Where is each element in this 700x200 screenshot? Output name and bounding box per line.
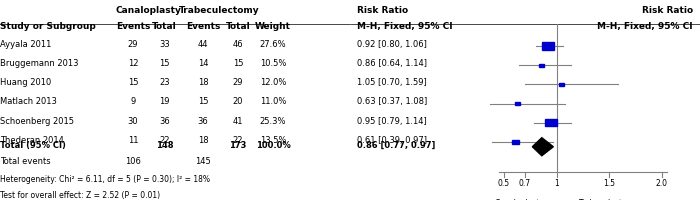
Text: 29: 29: [232, 78, 244, 87]
Text: Canaloplasty: Canaloplasty: [495, 198, 545, 200]
Text: Test for overall effect: Z = 2.52 (P = 0.01): Test for overall effect: Z = 2.52 (P = 0…: [0, 190, 160, 199]
Text: 36: 36: [159, 116, 170, 125]
Text: 19: 19: [160, 97, 169, 106]
Text: 27.6%: 27.6%: [260, 40, 286, 49]
Text: Study or Subgroup: Study or Subgroup: [0, 22, 96, 31]
Text: 15: 15: [127, 78, 139, 87]
Text: 41: 41: [232, 116, 244, 125]
Text: 33: 33: [159, 40, 170, 49]
Text: 9: 9: [130, 97, 136, 106]
Text: Trabeculectomy: Trabeculectomy: [178, 6, 259, 15]
Text: 23: 23: [159, 78, 170, 87]
Bar: [559, 83, 564, 87]
Text: M-H, Fixed, 95% CI: M-H, Fixed, 95% CI: [597, 22, 693, 31]
Text: 145: 145: [195, 156, 211, 165]
Text: 18: 18: [197, 135, 209, 144]
Text: 44: 44: [197, 40, 209, 49]
Polygon shape: [533, 138, 553, 156]
Text: Risk Ratio: Risk Ratio: [642, 6, 693, 15]
Text: Huang 2010: Huang 2010: [0, 78, 51, 87]
Bar: [512, 140, 519, 144]
Text: 15: 15: [197, 97, 209, 106]
Text: Total: Total: [225, 22, 251, 31]
Text: 100.0%: 100.0%: [256, 140, 290, 149]
Text: Events: Events: [186, 22, 220, 31]
Bar: [540, 64, 544, 68]
Text: 1: 1: [554, 178, 559, 187]
Text: Events: Events: [116, 22, 150, 31]
Text: 0.5: 0.5: [498, 178, 510, 187]
Text: 36: 36: [197, 116, 209, 125]
Text: Trabeculectomy: Trabeculectomy: [579, 198, 639, 200]
Text: 148: 148: [155, 140, 174, 149]
Text: 11: 11: [127, 135, 139, 144]
Text: M-H, Fixed, 95% CI: M-H, Fixed, 95% CI: [357, 22, 453, 31]
Text: 0.95 [0.79, 1.14]: 0.95 [0.79, 1.14]: [357, 116, 427, 125]
Text: 12.0%: 12.0%: [260, 78, 286, 87]
Text: 22: 22: [160, 135, 169, 144]
Text: Heterogeneity: Chi² = 6.11, df = 5 (P = 0.30); I² = 18%: Heterogeneity: Chi² = 6.11, df = 5 (P = …: [0, 174, 210, 183]
Text: 0.86 [0.77, 0.97]: 0.86 [0.77, 0.97]: [357, 140, 435, 149]
Text: 2.0: 2.0: [655, 178, 668, 187]
Text: 0.92 [0.80, 1.06]: 0.92 [0.80, 1.06]: [357, 40, 427, 49]
Text: 106: 106: [125, 156, 141, 165]
Text: 1.05 [0.70, 1.59]: 1.05 [0.70, 1.59]: [357, 78, 427, 87]
Text: 1.5: 1.5: [603, 178, 615, 187]
Text: 15: 15: [232, 59, 244, 68]
Text: Bruggemann 2013: Bruggemann 2013: [0, 59, 78, 68]
Text: 12: 12: [127, 59, 139, 68]
Text: Matlach 2013: Matlach 2013: [0, 97, 57, 106]
Text: Thederan 2014: Thederan 2014: [0, 135, 64, 144]
Text: 13.5%: 13.5%: [260, 135, 286, 144]
Text: 46: 46: [232, 40, 244, 49]
Text: 20: 20: [232, 97, 244, 106]
Text: 15: 15: [160, 59, 169, 68]
Text: 0.86 [0.64, 1.14]: 0.86 [0.64, 1.14]: [357, 59, 427, 68]
Text: 30: 30: [127, 116, 139, 125]
Text: 11.0%: 11.0%: [260, 97, 286, 106]
Text: 0.63 [0.37, 1.08]: 0.63 [0.37, 1.08]: [357, 97, 427, 106]
Text: 25.3%: 25.3%: [260, 116, 286, 125]
Text: Canaloplasty: Canaloplasty: [116, 6, 182, 15]
Text: Total (95% CI): Total (95% CI): [0, 140, 66, 149]
Text: 14: 14: [197, 59, 209, 68]
Text: Total events: Total events: [0, 156, 50, 165]
Text: Weight: Weight: [255, 22, 291, 31]
Text: Schoenberg 2015: Schoenberg 2015: [0, 116, 74, 125]
Text: 10.5%: 10.5%: [260, 59, 286, 68]
Text: 0.61 [0.39, 0.97]: 0.61 [0.39, 0.97]: [357, 135, 427, 144]
Text: 29: 29: [127, 40, 139, 49]
Text: Total: Total: [152, 22, 177, 31]
Text: 0.7: 0.7: [519, 178, 531, 187]
Text: 22: 22: [232, 135, 244, 144]
Text: Ayyala 2011: Ayyala 2011: [0, 40, 51, 49]
Text: 173: 173: [230, 140, 246, 149]
Bar: [515, 102, 520, 106]
Bar: [542, 43, 554, 51]
Text: Risk Ratio: Risk Ratio: [357, 6, 408, 15]
Bar: [545, 119, 557, 127]
Text: 18: 18: [197, 78, 209, 87]
